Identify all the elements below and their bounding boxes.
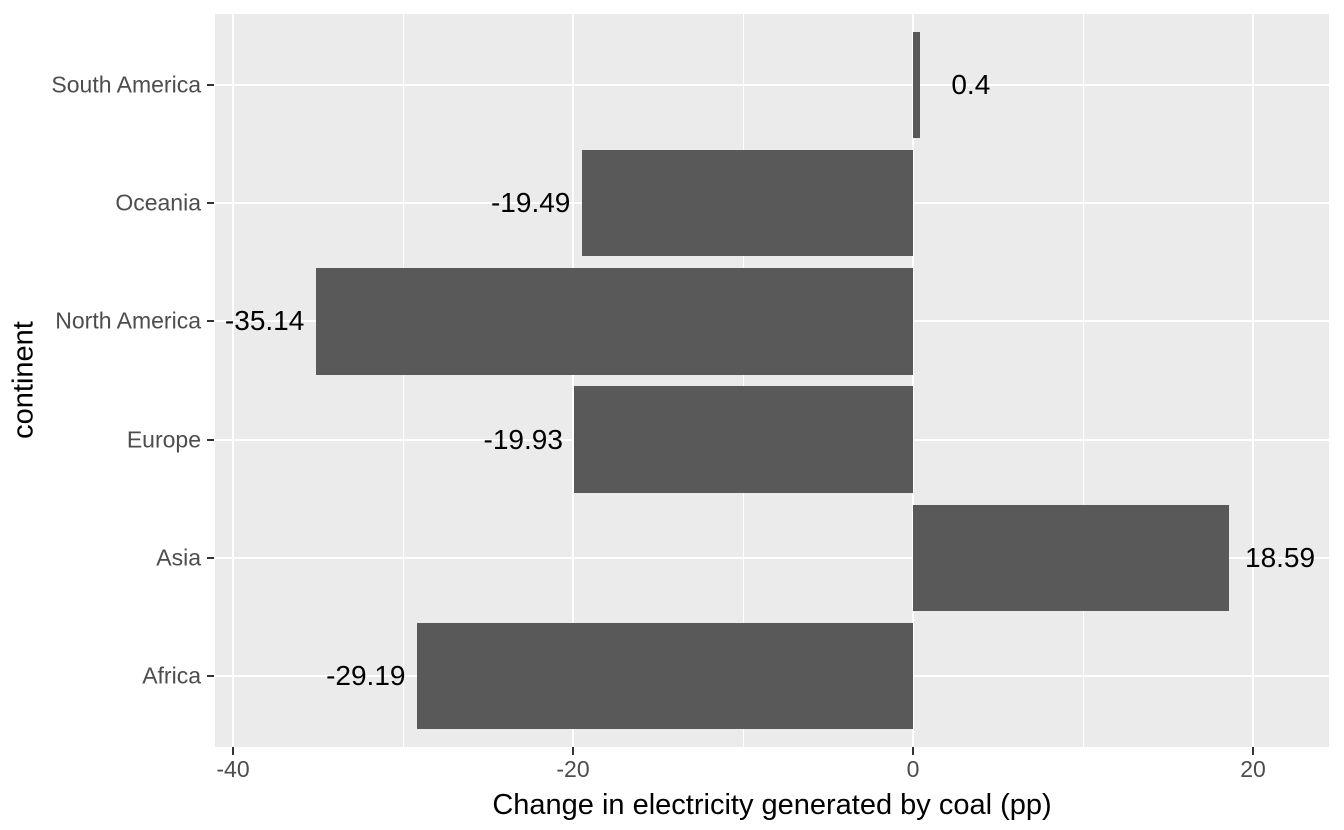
bar-value-label: 0.4 bbox=[951, 68, 991, 100]
x-tick-label: -40 bbox=[216, 756, 250, 782]
x-axis-title: Change in electricity generated by coal … bbox=[492, 789, 1052, 821]
y-tick-mark bbox=[207, 675, 214, 678]
bar-value-label: -35.14 bbox=[224, 305, 305, 337]
bar bbox=[315, 268, 913, 375]
gridline-major-x bbox=[232, 14, 235, 747]
bar bbox=[913, 504, 1230, 612]
x-tick-label: -20 bbox=[556, 756, 590, 782]
gridline-major-x bbox=[572, 14, 575, 747]
bar-value-label: -29.19 bbox=[326, 660, 406, 692]
bar bbox=[581, 149, 913, 257]
gridline-major-y bbox=[215, 556, 1329, 559]
bar-value-label: 18.59 bbox=[1244, 541, 1316, 573]
gridline-major-y bbox=[215, 83, 1329, 86]
bar-value-label: -19.93 bbox=[483, 423, 563, 455]
y-axis-title: continent bbox=[7, 321, 40, 439]
gridline-minor-x bbox=[1082, 14, 1084, 747]
y-tick-mark bbox=[207, 202, 214, 205]
y-tick-label: North America bbox=[55, 307, 201, 334]
gridline-minor-x bbox=[402, 14, 404, 747]
y-tick-label: Europe bbox=[126, 426, 201, 453]
plot-panel: 0.4 -19.49 -35.14 -19.93 18.59 -29.19 bbox=[215, 14, 1329, 747]
y-tick-label: Oceania bbox=[115, 189, 201, 216]
bar bbox=[416, 622, 913, 730]
bar-value-label: -19.49 bbox=[490, 187, 571, 219]
y-tick-mark bbox=[207, 320, 214, 323]
bar bbox=[913, 31, 920, 139]
gridline-minor-x bbox=[742, 14, 744, 747]
x-tick-mark bbox=[232, 747, 235, 755]
x-tick-mark bbox=[912, 747, 914, 755]
y-tick-mark bbox=[207, 438, 214, 441]
gridline-major-x bbox=[1252, 14, 1254, 747]
x-tick-label: 0 bbox=[906, 756, 920, 782]
y-tick-mark bbox=[207, 556, 214, 559]
y-tick-label: Asia bbox=[156, 544, 201, 571]
x-tick-mark bbox=[572, 747, 575, 755]
gridline-major-x bbox=[912, 14, 914, 747]
y-tick-mark bbox=[207, 83, 214, 86]
y-tick-label: South America bbox=[51, 71, 201, 98]
y-tick-label: Africa bbox=[142, 662, 201, 689]
x-tick-mark bbox=[1252, 747, 1254, 755]
bar bbox=[574, 386, 913, 493]
x-tick-label: 20 bbox=[1240, 756, 1266, 782]
